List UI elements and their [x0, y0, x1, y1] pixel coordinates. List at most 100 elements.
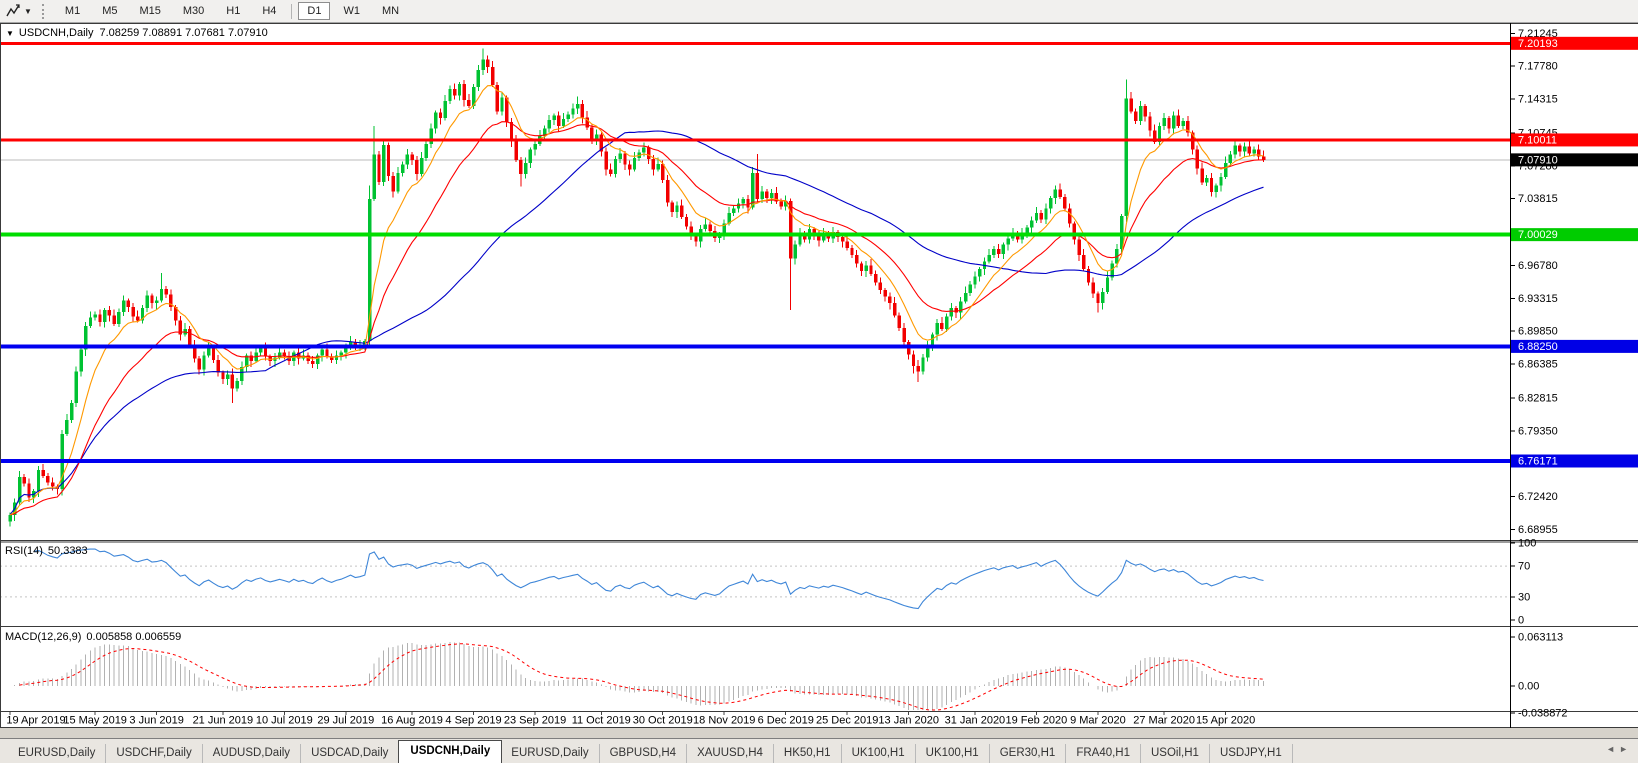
- candle-body: [1034, 213, 1039, 221]
- timeframe-button-m30[interactable]: M30: [182, 5, 205, 17]
- price-tick-label: 6.89850: [1518, 326, 1558, 338]
- rsi-line[interactable]: [33, 548, 1264, 610]
- timeframe-button-h1[interactable]: H1: [226, 5, 241, 17]
- candle-body: [88, 317, 93, 326]
- candle-body: [523, 162, 528, 175]
- candle-body: [211, 347, 216, 361]
- chart-collapse-icon[interactable]: ▼: [6, 29, 14, 38]
- candle-body: [1143, 105, 1147, 117]
- candle-body: [817, 234, 821, 241]
- tab-scroll-left-icon[interactable]: ◄: [1606, 744, 1620, 754]
- chart-tab-audusd-daily[interactable]: AUDUSD,Daily: [203, 744, 302, 763]
- candle-body: [1257, 149, 1261, 157]
- candle-body: [495, 85, 499, 112]
- macd-histogram[interactable]: [10, 642, 1264, 710]
- chart-ohlc-values: 7.08259 7.08891 7.07681 7.07910: [99, 27, 268, 39]
- candle-body: [803, 233, 807, 240]
- candle-body: [1119, 215, 1124, 250]
- timeframe-button-h4[interactable]: H4: [262, 5, 277, 17]
- candle-body: [604, 151, 608, 170]
- candle-body: [684, 216, 689, 227]
- candle-body: [27, 483, 31, 498]
- candle-body: [902, 327, 906, 343]
- candle-body: [230, 374, 235, 389]
- candle-body: [741, 198, 745, 204]
- candle-body: [1186, 121, 1190, 133]
- price-tick-label: 6.72420: [1518, 491, 1558, 503]
- price-tick-label: 6.93315: [1518, 293, 1558, 305]
- candle-body: [386, 144, 391, 177]
- chart-tab-uk100-h1[interactable]: UK100,H1: [916, 744, 990, 763]
- toolbar-grip-handle[interactable]: [41, 3, 44, 19]
- time-axis-drag-region[interactable]: [0, 734, 1510, 738]
- candle-body: [547, 120, 552, 129]
- chart-tab-eurusd-daily[interactable]: EURUSD,Daily: [501, 744, 600, 763]
- timeframe-button-d1[interactable]: D1: [298, 2, 331, 20]
- candle-body: [263, 347, 268, 357]
- candle-body: [1157, 125, 1162, 142]
- chart-tab-hk50-h1[interactable]: HK50,H1: [774, 744, 842, 763]
- timeframe-button-m15[interactable]: M15: [139, 5, 161, 17]
- candle-body: [396, 173, 400, 192]
- candle-body: [419, 158, 424, 175]
- crosshair-cursor-icon[interactable]: [4, 3, 24, 19]
- candle-body: [197, 358, 201, 370]
- candle-body: [377, 154, 381, 182]
- chart-tab-usdjpy-h1[interactable]: USDJPY,H1: [1210, 744, 1293, 763]
- chart-tab-uk100-h1[interactable]: UK100,H1: [842, 744, 916, 763]
- chart-tab-usdcnh-daily[interactable]: USDCNH,Daily: [398, 740, 503, 763]
- chart-canvas[interactable]: 7.212457.177807.143157.107457.072807.038…: [0, 23, 1638, 737]
- chart-tab-eurusd-daily[interactable]: EURUSD,Daily: [8, 744, 107, 763]
- chart-tab-usdchf-daily[interactable]: USDCHF,Daily: [106, 744, 203, 763]
- candle-body: [1148, 116, 1152, 131]
- candle-body: [320, 349, 324, 356]
- candle-body: [268, 356, 272, 362]
- timeframe-button-m1[interactable]: M1: [64, 5, 81, 17]
- date-tick-label: 19 Feb 2020: [1006, 715, 1068, 727]
- candlesticks[interactable]: [8, 48, 1266, 527]
- chart-tab-gbpusd-h4[interactable]: GBPUSD,H4: [600, 744, 688, 763]
- candle-body: [746, 198, 750, 208]
- candle-body: [41, 470, 45, 476]
- chart-area[interactable]: 7.212457.177807.143157.107457.072807.038…: [0, 23, 1638, 737]
- candle-body: [590, 127, 594, 141]
- candle-body: [434, 112, 438, 129]
- chart-symbol-label: USDCNH,Daily: [18, 27, 94, 39]
- price-axis-drag-region[interactable]: [1510, 23, 1638, 713]
- chart-tab-usoil-h1[interactable]: USOil,H1: [1141, 744, 1210, 763]
- horizontal-level-lines: [0, 41, 1510, 464]
- candle-body: [405, 154, 410, 165]
- chart-tab-usdcad-daily[interactable]: USDCAD,Daily: [301, 744, 400, 763]
- candle-body: [424, 143, 429, 159]
- candle-body: [400, 164, 405, 174]
- tab-scroll-right-icon[interactable]: ►: [1619, 744, 1632, 754]
- candle-body: [561, 119, 566, 126]
- price-axis[interactable]: 7.212457.177807.143157.107457.072807.038…: [1510, 28, 1638, 536]
- timeframe-button-w1[interactable]: W1: [343, 5, 360, 17]
- pane-borders: [0, 23, 1638, 728]
- candle-body: [1105, 277, 1110, 292]
- timeframe-button-m5[interactable]: M5: [102, 5, 118, 17]
- candle-body: [1124, 98, 1129, 216]
- candle-body: [755, 173, 760, 199]
- candle-body: [415, 159, 419, 175]
- candle-body: [840, 236, 845, 242]
- candle-body: [1233, 145, 1237, 155]
- candle-body: [221, 372, 225, 380]
- macd-panel-label: MACD(12,26,9) 0.005858 0.006559: [5, 631, 181, 643]
- candle-body: [50, 482, 55, 487]
- chart-tab-xauusd-h4[interactable]: XAUUSD,H4: [687, 744, 774, 763]
- timeframe-button-mn[interactable]: MN: [381, 5, 400, 17]
- chart-tab-fra40-h1[interactable]: FRA40,H1: [1066, 744, 1141, 763]
- price-tick-label: 6.68955: [1518, 524, 1558, 536]
- cursor-dropdown-icon[interactable]: ▼: [24, 6, 32, 16]
- candle-body: [98, 314, 102, 323]
- candle-body: [940, 323, 944, 329]
- candle-body: [571, 108, 575, 115]
- candle-body: [121, 300, 126, 312]
- chart-tab-ger30-h1[interactable]: GER30,H1: [990, 744, 1067, 763]
- candle-body: [1228, 154, 1233, 163]
- price-badge-label: 7.20193: [1518, 38, 1558, 50]
- candle-body: [490, 66, 495, 86]
